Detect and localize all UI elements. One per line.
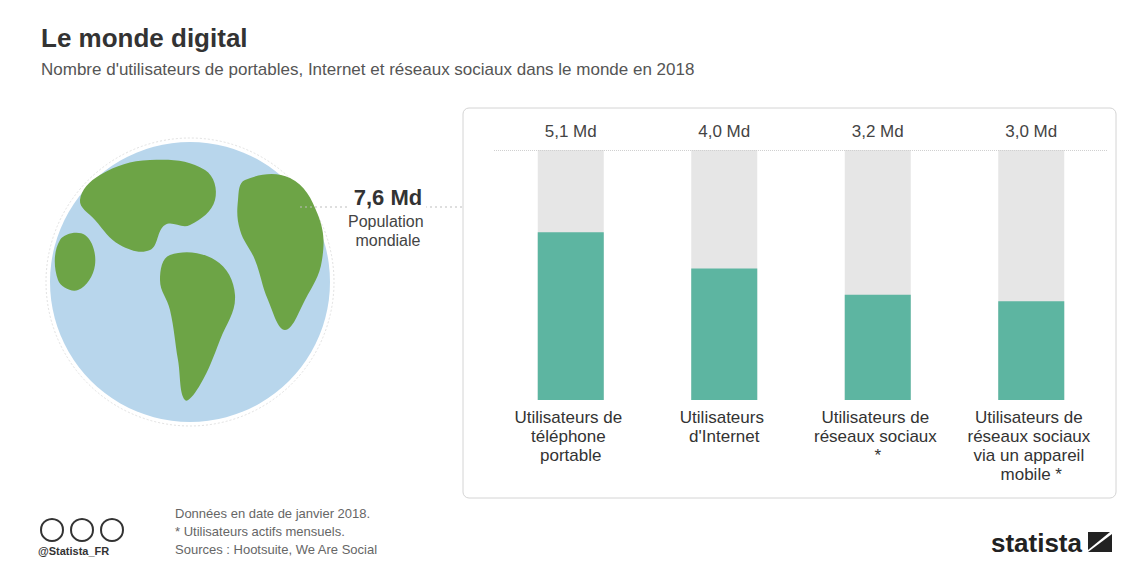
svg-text:Nombre d'utilisateurs de porta: Nombre d'utilisateurs de portables, Inte… xyxy=(41,60,694,79)
svg-text:via un appareil: via un appareil xyxy=(974,446,1089,465)
svg-text:d'Internet: d'Internet xyxy=(689,427,760,446)
svg-text:Le monde digital: Le monde digital xyxy=(41,23,248,53)
svg-text:Utilisateurs: Utilisateurs xyxy=(680,408,769,427)
svg-text:* Utilisateurs actifs mensuels: * Utilisateurs actifs mensuels. xyxy=(175,524,345,539)
svg-text:Données en date de janvier 201: Données en date de janvier 2018. xyxy=(175,506,370,521)
svg-text:Utilisateurs de: Utilisateurs de xyxy=(515,408,627,427)
svg-text:réseaux sociaux: réseaux sociaux xyxy=(967,427,1095,446)
svg-text:5,1 Md: 5,1 Md xyxy=(545,122,597,141)
svg-text:4,0 Md: 4,0 Md xyxy=(698,122,750,141)
svg-text:téléphone: téléphone xyxy=(531,427,610,446)
svg-text:*: * xyxy=(874,446,881,465)
svg-text:mobile *: mobile * xyxy=(1001,465,1063,484)
svg-text:@Statista_FR: @Statista_FR xyxy=(38,545,109,557)
svg-text:Population: Population xyxy=(348,213,428,230)
svg-text:Utilisateurs de: Utilisateurs de xyxy=(975,408,1087,427)
svg-text:7,6 Md: 7,6 Md xyxy=(354,185,422,210)
svg-text:Utilisateurs de: Utilisateurs de xyxy=(822,408,934,427)
svg-text:réseaux sociaux: réseaux sociaux xyxy=(814,427,942,446)
svg-text:mondiale: mondiale xyxy=(356,232,421,249)
svg-text:3,2 Md: 3,2 Md xyxy=(852,122,904,141)
svg-text:statista: statista xyxy=(991,528,1083,558)
svg-text:Sources : Hootsuite, We Are So: Sources : Hootsuite, We Are Social xyxy=(175,542,377,557)
svg-text:3,0 Md: 3,0 Md xyxy=(1005,122,1057,141)
svg-text:portable: portable xyxy=(540,446,601,465)
